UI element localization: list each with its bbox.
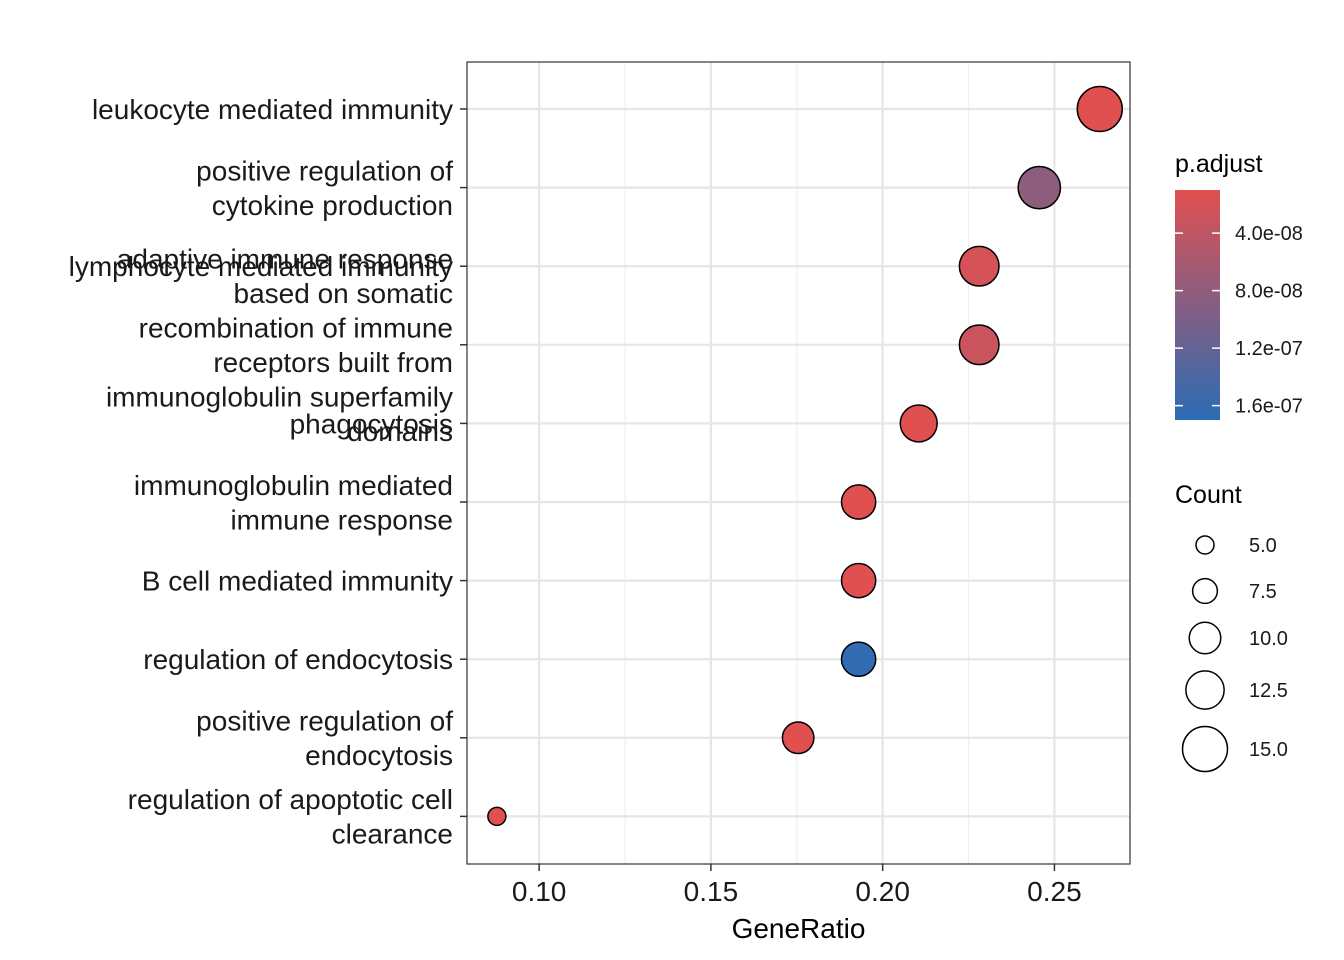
x-tick-label: 0.25 — [1027, 876, 1082, 907]
size-legend-label: 7.5 — [1249, 581, 1277, 603]
y-tick-label: B cell mediated immunity — [142, 566, 453, 597]
legend: p.adjust 4.0e-08 8.0e-08 1.2e-07 1.6e-07 Co… — [1175, 150, 1303, 773]
y-tick-label: leukocyte mediated immunity — [92, 94, 453, 125]
y-axis: leukocyte mediated immunity positive regu… — [69, 94, 467, 850]
colorbar-tick-label: 4.0e-08 — [1235, 223, 1303, 245]
colorbar-ticks: 4.0e-08 8.0e-08 1.2e-07 1.6e-07 — [1175, 223, 1303, 418]
y-tick-label: adaptive immune response based on somatic… — [106, 244, 453, 448]
data-point — [1076, 85, 1124, 133]
size-legend-label: 5.0 — [1249, 535, 1277, 557]
data-point — [840, 641, 877, 678]
x-tick-label: 0.15 — [684, 876, 739, 907]
y-tick-label: positive regulation of cytokine productio… — [196, 155, 453, 221]
size-legend-label: 10.0 — [1249, 628, 1288, 650]
data-point — [840, 484, 877, 520]
size-legend-key — [1188, 621, 1222, 655]
p-adjust-colorbar — [1175, 190, 1220, 420]
y-tick-label: regulation of apoptotic cell clearance — [128, 784, 453, 850]
color-legend-title: p.adjust — [1175, 150, 1263, 178]
size-legend-key — [1191, 577, 1219, 605]
size-legend-label: 15.0 — [1249, 739, 1288, 761]
x-tick-label: 0.20 — [855, 876, 910, 907]
colorbar-tick-label: 1.6e-07 — [1235, 396, 1303, 418]
data-point — [487, 806, 507, 827]
size-legend-entries: 5.0 7.5 10.0 12.5 15.0 — [1181, 535, 1288, 773]
data-point — [958, 324, 1000, 366]
size-legend-label: 12.5 — [1249, 680, 1288, 702]
data-point — [840, 562, 877, 599]
size-legend-key — [1195, 535, 1215, 555]
size-legend-key — [1185, 670, 1225, 710]
colorbar-tick-label: 1.2e-07 — [1235, 338, 1303, 360]
data-point — [1017, 165, 1062, 210]
y-tick-label: phagocytosis — [290, 408, 453, 439]
size-legend-key — [1181, 725, 1229, 773]
data-point — [781, 721, 815, 755]
y-tick-label: immunoglobulin mediated immune response — [134, 470, 453, 536]
x-axis: 0.10 0.15 0.20 0.25 — [512, 864, 1082, 907]
grid-lines — [467, 62, 1130, 864]
size-legend-title: Count — [1175, 481, 1242, 509]
x-axis-title: GeneRatio — [732, 913, 866, 944]
colorbar-tick-label: 8.0e-08 — [1235, 281, 1303, 303]
data-point — [958, 245, 1000, 287]
data-points — [487, 85, 1124, 827]
y-tick-label: positive regulation of endocytosis — [196, 706, 453, 772]
y-tick-label: regulation of endocytosis — [143, 644, 453, 675]
plot-panel-border — [466, 61, 1131, 865]
x-tick-label: 0.10 — [512, 876, 567, 907]
data-point — [899, 404, 938, 443]
y-tick-label: lymphocyte mediated immunity — [69, 251, 453, 282]
